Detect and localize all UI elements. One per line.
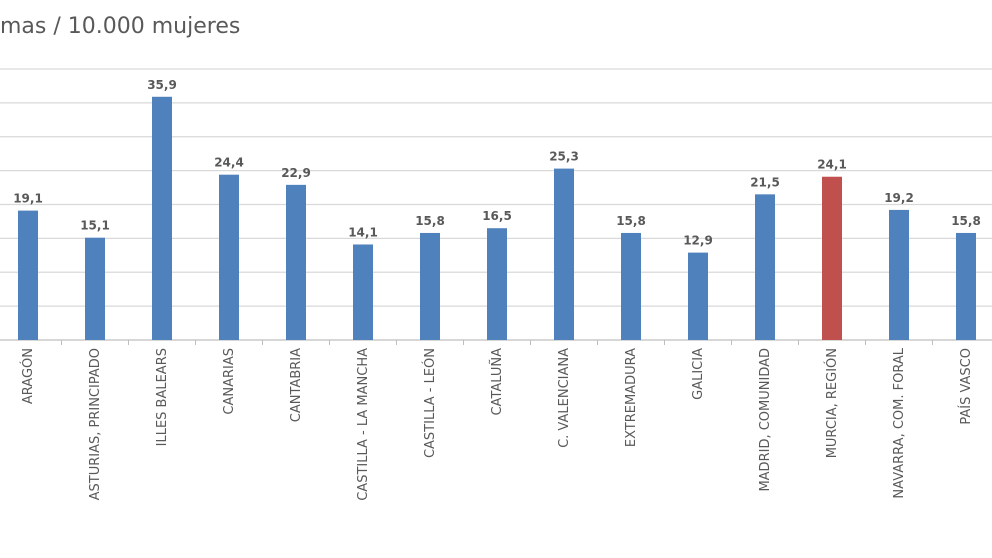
bar: [889, 209, 909, 340]
bar: [688, 252, 708, 340]
x-tick-label: ILLES BALEARS: [155, 348, 170, 446]
value-label: 15,8: [951, 214, 981, 228]
x-tick-label: CASTILLA - LEÓN: [422, 348, 438, 458]
bar: [152, 96, 172, 340]
x-tick-label: MURCIA, REGIÓN: [824, 348, 840, 458]
value-label: 15,1: [80, 219, 110, 233]
value-label: 22,9: [281, 166, 311, 180]
x-tick-label: ASTURIAS, PRINCIPADO: [88, 348, 103, 500]
bar: [621, 232, 641, 340]
value-label: 14,1: [348, 225, 378, 239]
x-tick-label: NAVARRA, COM. FORAL: [892, 347, 907, 498]
bar: [286, 184, 306, 340]
x-tick-label: EXTREMADURA: [624, 348, 639, 447]
value-label: 24,1: [817, 158, 847, 172]
bar: [219, 174, 239, 340]
value-label: 21,5: [750, 175, 780, 189]
bar: [956, 232, 976, 340]
chart-title: mas / 10.000 mujeres: [0, 14, 240, 39]
x-tick-label: CASTILLA - LA MANCHA: [356, 348, 371, 501]
bar: [18, 210, 38, 340]
value-label: 15,8: [616, 214, 646, 228]
value-label: 19,1: [13, 192, 43, 206]
bar: [353, 244, 373, 340]
value-label: 24,4: [214, 156, 244, 170]
bar: [487, 228, 507, 340]
value-label: 15,8: [415, 214, 445, 228]
x-tick-label: ARAGÓN: [20, 348, 36, 404]
x-tick-label: CATALUÑA: [489, 348, 505, 416]
x-tick-label: MADRID, COMUNIDAD: [758, 348, 773, 492]
value-label: 35,9: [147, 78, 177, 92]
x-tick-label: CANTABRIA: [289, 348, 304, 422]
bar: [755, 194, 775, 340]
value-label: 12,9: [683, 234, 713, 248]
bar: [554, 168, 574, 340]
bar: [822, 176, 842, 340]
x-tick-label: CANARIAS: [222, 348, 237, 415]
x-tick-label: C. VALENCIANA: [557, 348, 572, 448]
x-tick-label: GALICIA: [691, 348, 706, 400]
value-label: 19,2: [884, 191, 914, 205]
value-label: 25,3: [549, 150, 579, 164]
bar: [420, 232, 440, 340]
x-tick-label: PAÍS VASCO: [958, 348, 974, 425]
bar: [85, 237, 105, 340]
value-label: 16,5: [482, 209, 512, 223]
